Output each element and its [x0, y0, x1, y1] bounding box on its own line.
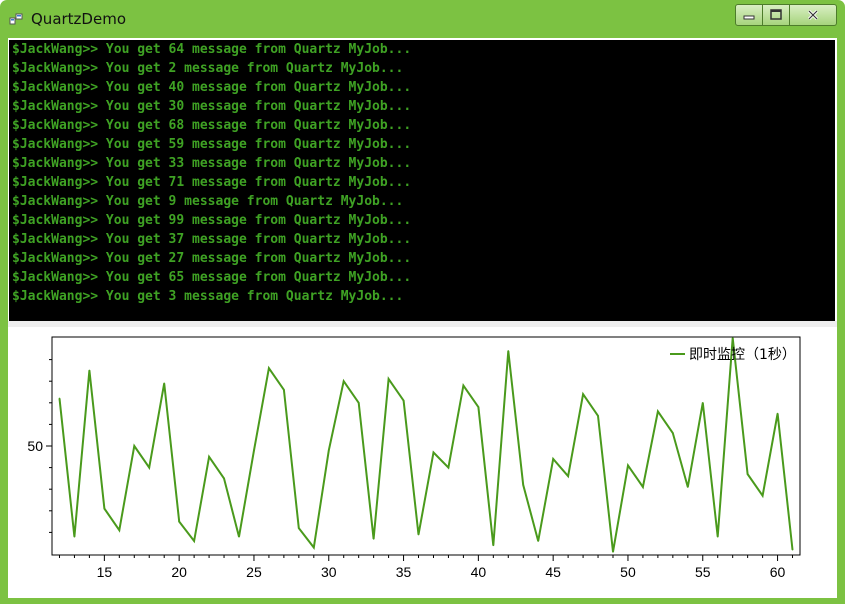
- x-tick-label: 60: [770, 564, 786, 580]
- data-point: [582, 393, 584, 395]
- legend-label: 即时监控（1秒）: [689, 347, 796, 363]
- maximize-button[interactable]: [763, 4, 790, 26]
- data-point: [716, 535, 719, 538]
- x-tick-label: 15: [97, 564, 113, 580]
- console-line: $JackWang>> You get 27 message from Quar…: [12, 251, 412, 266]
- y-tick-label: 50: [27, 438, 43, 454]
- x-tick-label: 45: [545, 564, 561, 580]
- data-point: [88, 369, 91, 372]
- x-tick-label: 50: [620, 564, 636, 580]
- console-line: $JackWang>> You get 33 message from Quar…: [12, 156, 412, 171]
- data-point: [746, 473, 749, 475]
- data-point: [58, 397, 61, 400]
- console-line: $JackWang>> You get 65 message from Quar…: [12, 270, 412, 285]
- data-point: [701, 402, 704, 404]
- data-point: [103, 507, 106, 510]
- data-point: [462, 384, 465, 387]
- data-point: [342, 380, 345, 382]
- console-line: $JackWang>> You get 59 message from Quar…: [12, 137, 412, 152]
- data-point: [522, 484, 525, 486]
- chart-svg: 15 20 25 30 35 40 45 50 55 60 50 即时监控（1秒）: [27, 336, 801, 580]
- data-point: [193, 540, 195, 542]
- data-point: [731, 337, 734, 339]
- data-point: [268, 367, 270, 370]
- data-point: [208, 456, 210, 458]
- close-button[interactable]: [790, 4, 837, 26]
- data-point: [417, 533, 420, 536]
- window-title: QuartzDemo: [31, 10, 126, 28]
- data-point: [642, 486, 644, 488]
- x-tick-label: 55: [695, 564, 711, 580]
- console-line: $JackWang>> You get 71 message from Quar…: [12, 175, 412, 190]
- window-controls: [735, 4, 837, 26]
- data-point: [477, 406, 480, 408]
- data-point: [148, 466, 151, 469]
- data-point: [552, 458, 554, 460]
- series-line: [58, 337, 794, 552]
- data-point: [537, 540, 539, 542]
- x-tick-label: 35: [396, 564, 412, 580]
- realtime-chart: 15 20 25 30 35 40 45 50 55 60 50 即时监控（1秒）: [8, 327, 837, 598]
- data-point: [73, 535, 76, 538]
- data-point: [387, 378, 390, 380]
- console-line: $JackWang>> You get 64 message from Quar…: [12, 42, 412, 57]
- console-line: $JackWang>> You get 40 message from Quar…: [12, 80, 412, 95]
- console-line: $JackWang>> You get 99 message from Quar…: [12, 213, 412, 228]
- data-point: [357, 402, 360, 404]
- data-point: [627, 464, 629, 467]
- data-point: [283, 389, 285, 391]
- console-line: $JackWang>> You get 37 message from Quar…: [12, 232, 412, 247]
- data-point: [507, 350, 510, 352]
- data-point: [223, 477, 225, 480]
- app-form-icon: [9, 13, 23, 25]
- console-line: $JackWang>> You get 3 message from Quart…: [12, 289, 404, 304]
- data-point: [298, 527, 300, 529]
- data-point: [672, 432, 674, 434]
- data-point: [432, 451, 435, 454]
- console-output[interactable]: $JackWang>> You get 64 message from Quar…: [9, 40, 835, 321]
- data-point: [178, 520, 180, 523]
- data-point: [567, 475, 569, 478]
- client-area: $JackWang>> You get 64 message from Quar…: [8, 38, 837, 598]
- data-point: [118, 529, 121, 532]
- data-point: [372, 538, 375, 540]
- x-tick-label: 30: [321, 564, 337, 580]
- data-point: [402, 399, 405, 402]
- title-bar[interactable]: QuartzDemo: [0, 0, 845, 36]
- data-point: [687, 486, 689, 488]
- data-point: [133, 445, 136, 447]
- x-tick-label: 40: [471, 564, 487, 580]
- data-point: [163, 382, 165, 385]
- maximize-icon: [770, 9, 782, 20]
- data-point: [612, 551, 614, 553]
- console-line: $JackWang>> You get 68 message from Quar…: [12, 118, 412, 133]
- data-point: [791, 548, 794, 551]
- data-point: [238, 535, 240, 538]
- x-tick-label: 20: [171, 564, 187, 580]
- data-point: [492, 544, 495, 547]
- data-point: [327, 449, 330, 452]
- console-line: $JackWang>> You get 9 message from Quart…: [12, 194, 404, 209]
- x-tick-label: 25: [246, 564, 262, 580]
- console-line: $JackWang>> You get 2 message from Quart…: [12, 61, 404, 76]
- data-point: [761, 494, 764, 497]
- data-point: [447, 466, 450, 469]
- splitter[interactable]: [8, 321, 837, 327]
- plot-frame: [51, 336, 801, 556]
- minimize-icon: [743, 15, 755, 20]
- data-point: [776, 412, 779, 415]
- data-point: [657, 410, 659, 413]
- minimize-button[interactable]: [735, 4, 763, 26]
- console-line: $JackWang>> You get 30 message from Quar…: [12, 99, 412, 114]
- data-point: [313, 546, 315, 549]
- close-icon: [807, 9, 819, 21]
- data-point: [597, 414, 599, 417]
- data-point: [253, 449, 255, 452]
